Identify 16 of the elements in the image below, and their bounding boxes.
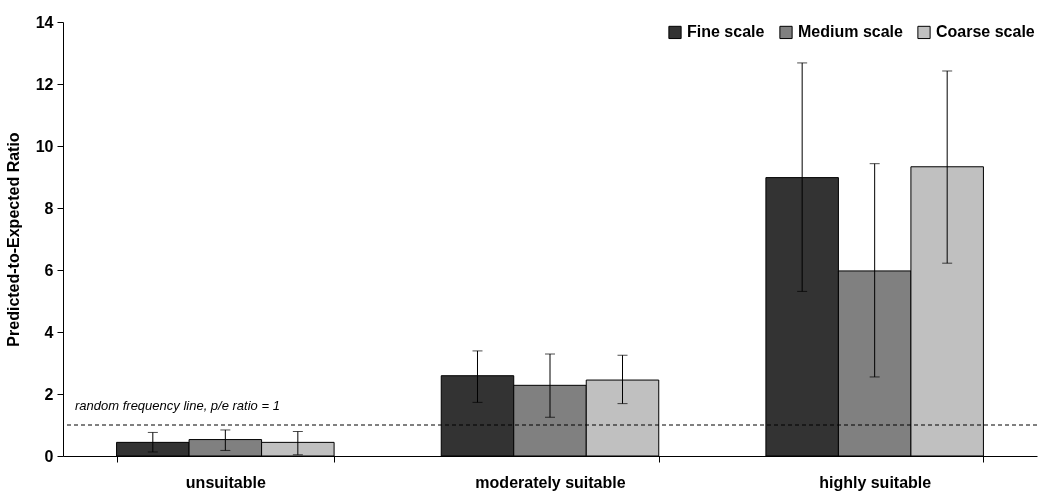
legend-label: Coarse scale (936, 23, 1035, 41)
legend-label: Medium scale (798, 23, 904, 41)
x-tick-label: moderately suitable (475, 473, 626, 491)
y-axis-title: Predicted-to-Expected Ratio (4, 132, 22, 347)
ref-line-label: random frequency line, p/e ratio = 1 (75, 398, 280, 413)
y-tick-label: 4 (44, 323, 54, 341)
x-tick-label: unsuitable (185, 473, 266, 491)
x-tick-label: highly suitable (819, 473, 932, 491)
y-tick-label: 14 (35, 13, 54, 31)
y-tick-label: 12 (35, 75, 54, 93)
y-tick-label: 2 (44, 385, 54, 403)
y-tick-label: 8 (44, 199, 54, 217)
y-tick-label: 6 (44, 261, 54, 279)
y-tick-label: 10 (35, 137, 54, 155)
legend-label: Fine scale (687, 23, 765, 41)
y-tick-label: 0 (44, 447, 54, 465)
